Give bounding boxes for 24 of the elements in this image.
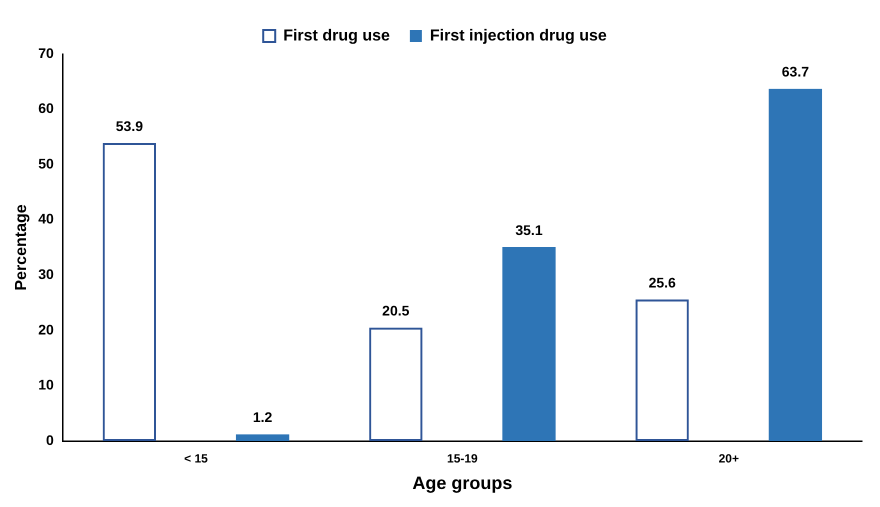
y-tick-label: 50 [38, 155, 54, 172]
bar [236, 434, 290, 441]
y-tick-label: 20 [38, 321, 54, 338]
x-tick-label: < 15 [184, 452, 208, 466]
data-label: 53.9 [116, 118, 144, 134]
y-tick-label: 0 [46, 432, 54, 448]
x-tick-label: 20+ [718, 452, 739, 466]
data-label: 35.1 [515, 222, 543, 238]
y-axis-title: Percentage [13, 204, 30, 291]
data-label: 25.6 [648, 274, 676, 290]
data-label: 20.5 [382, 302, 410, 319]
y-tick-label: 40 [38, 210, 54, 227]
bar [502, 246, 556, 441]
legend-label: First drug use [283, 27, 390, 44]
y-tick-label: 30 [38, 266, 54, 282]
x-axis-title: Age groups [412, 473, 512, 494]
data-label: 63.7 [782, 64, 810, 80]
x-tick-label: 15-19 [447, 452, 478, 466]
data-label: 1.2 [252, 409, 273, 426]
y-tick-label: 60 [38, 100, 54, 116]
bar [768, 88, 822, 441]
legend-label: First injection drug use [430, 27, 607, 44]
y-tick-label: 10 [38, 376, 54, 393]
y-tick-label: 70 [38, 44, 54, 61]
